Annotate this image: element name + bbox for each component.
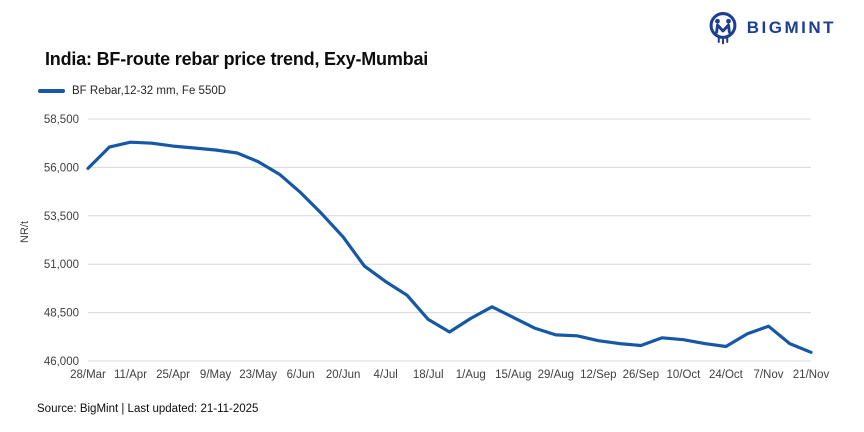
price-line: [86, 140, 813, 354]
x-tick-label: 20/Jun: [326, 369, 361, 381]
y-tick-label: 51,000: [44, 259, 79, 271]
legend-line-swatch: [38, 89, 65, 93]
x-tick-label: 1/Aug: [456, 369, 486, 381]
x-tick-label: 15/Aug: [495, 369, 531, 381]
x-tick-label: 26/Sep: [623, 369, 659, 381]
x-tick-label: 12/Sep: [580, 369, 616, 381]
x-tick-label: 4/Jul: [374, 369, 398, 381]
source-note: Source: BigMint | Last updated: 21-11-20…: [37, 403, 259, 415]
x-tick-label: 21/Nov: [793, 369, 830, 381]
x-tick-label: 18/Jul: [413, 369, 444, 381]
logo-text: BIGMINT: [746, 18, 836, 37]
x-tick-label: 23/May: [239, 369, 277, 381]
x-tick-label: 9/May: [200, 369, 232, 381]
chart-legend: BF Rebar,12-32 mm, Fe 550D: [38, 85, 226, 97]
x-tick-label: 24/Oct: [709, 369, 744, 381]
x-tick-label: 11/Apr: [114, 369, 147, 381]
x-tick-label: 7/Nov: [753, 369, 783, 381]
y-tick-label: 48,500: [44, 308, 79, 320]
y-tick-label: 56,000: [44, 162, 79, 174]
x-tick-label: 28/Mar: [70, 369, 106, 381]
y-tick-label: 58,500: [44, 114, 79, 126]
y-tick-label: 46,000: [44, 356, 79, 368]
x-tick-label: 25/Apr: [156, 369, 190, 381]
page-title: India: BF-route rebar price trend, Exy-M…: [45, 49, 429, 69]
x-tick-label: 6/Jun: [287, 369, 315, 381]
y-tick-label: 53,500: [44, 211, 79, 223]
bigmint-logo: BIGMINT: [706, 10, 836, 46]
x-tick-label: 29/Aug: [538, 369, 574, 381]
legend-label: BF Rebar,12-32 mm, Fe 550D: [72, 85, 227, 97]
bigmint-icon: [709, 12, 737, 45]
x-tick-label: 10/Oct: [666, 369, 701, 381]
